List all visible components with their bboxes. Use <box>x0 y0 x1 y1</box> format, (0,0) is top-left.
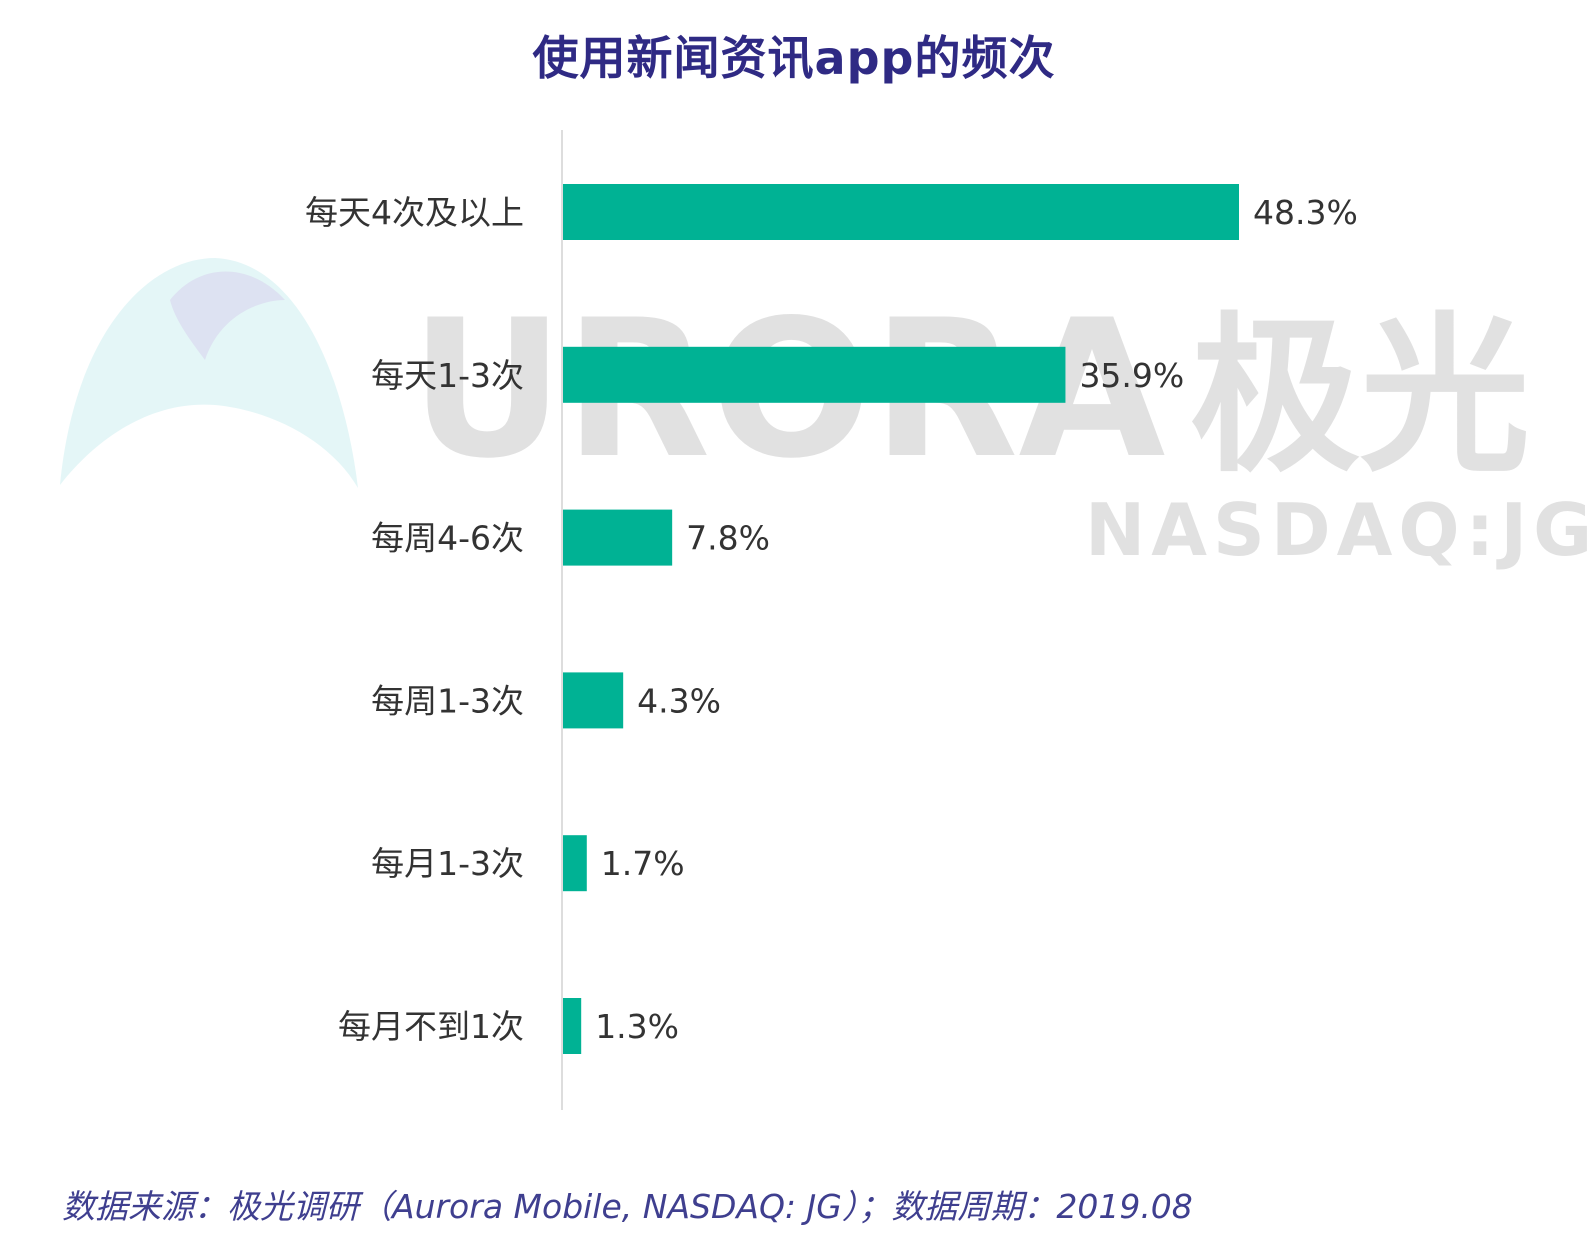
aurora-arc-logo-icon <box>60 258 358 488</box>
value-labels-group: 48.3% 35.9% 7.8% 4.3% 1.7% 1.3% <box>595 193 1358 1046</box>
aurora-arc-inner-icon <box>170 271 285 360</box>
watermark-brand-cn: 极光 <box>1190 298 1530 496</box>
category-label-1: 每天4次及以上 <box>305 193 524 232</box>
chart-title: 使用新闻资讯app的频次 <box>532 31 1056 85</box>
value-label-5: 1.7% <box>601 844 685 883</box>
value-label-1: 48.3% <box>1253 193 1358 232</box>
bar-4 <box>563 672 624 729</box>
category-label-3: 每周4-6次 <box>371 519 524 558</box>
category-label-2: 每天1-3次 <box>371 356 524 395</box>
value-label-4: 4.3% <box>637 681 721 720</box>
category-label-5: 每月1-3次 <box>371 844 524 883</box>
watermark-ticker: NASDAQ:JG <box>1085 488 1588 572</box>
category-label-4: 每周1-3次 <box>371 681 524 720</box>
bar-1 <box>563 184 1239 240</box>
value-label-3: 7.8% <box>686 519 770 558</box>
value-label-2: 35.9% <box>1079 356 1184 395</box>
watermark: URORA 极光 NASDAQ:JG <box>60 258 1588 572</box>
category-label-6: 每月不到1次 <box>338 1007 524 1046</box>
bar-5 <box>563 835 587 892</box>
value-label-6: 1.3% <box>595 1007 679 1046</box>
source-footnote: 数据来源：极光调研（Aurora Mobile, NASDAQ: JG）；数据周… <box>62 1187 1193 1226</box>
bars-group <box>563 184 1239 1054</box>
bar-3 <box>563 509 673 566</box>
bar-2 <box>563 346 1066 403</box>
bar-6 <box>563 998 582 1054</box>
